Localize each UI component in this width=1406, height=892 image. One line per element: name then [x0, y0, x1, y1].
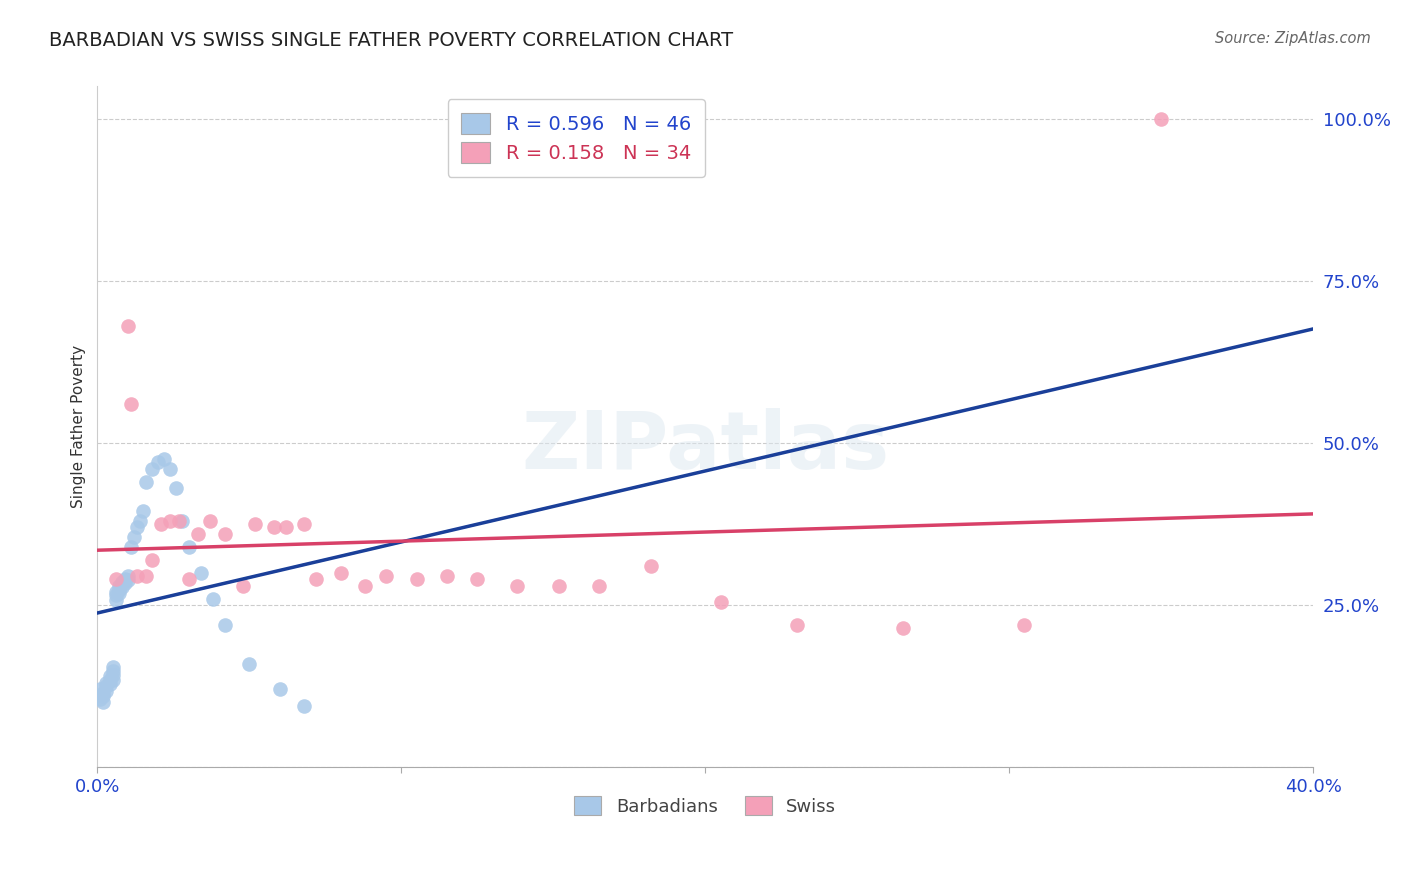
Text: BARBADIAN VS SWISS SINGLE FATHER POVERTY CORRELATION CHART: BARBADIAN VS SWISS SINGLE FATHER POVERTY… — [49, 31, 734, 50]
Point — [214, 526, 236, 541]
Point — [198, 514, 221, 528]
Point — [329, 566, 352, 580]
Point — [274, 520, 297, 534]
Y-axis label: Single Father Poverty: Single Father Poverty — [72, 345, 86, 508]
Point — [201, 591, 224, 606]
Point — [141, 553, 163, 567]
Point — [263, 520, 285, 534]
Point — [891, 621, 914, 635]
Point — [101, 665, 124, 679]
Point — [120, 540, 142, 554]
Point — [232, 579, 254, 593]
Point — [125, 520, 148, 534]
Point — [150, 517, 173, 532]
Point — [89, 692, 111, 706]
Point — [159, 462, 181, 476]
Point — [129, 514, 152, 528]
Point — [107, 579, 129, 593]
Point — [104, 585, 127, 599]
Point — [187, 526, 209, 541]
Point — [292, 698, 315, 713]
Point — [117, 319, 139, 334]
Point — [111, 580, 134, 594]
Point — [93, 686, 115, 700]
Point — [375, 569, 398, 583]
Point — [709, 595, 731, 609]
Point — [353, 579, 375, 593]
Point — [135, 475, 157, 489]
Point — [132, 504, 155, 518]
Point — [104, 572, 127, 586]
Point — [214, 617, 236, 632]
Point — [159, 514, 181, 528]
Point — [190, 566, 212, 580]
Point — [436, 569, 458, 583]
Point — [104, 593, 127, 607]
Point — [786, 617, 808, 632]
Point — [146, 455, 169, 469]
Point — [98, 673, 121, 687]
Point — [177, 540, 200, 554]
Point — [135, 569, 157, 583]
Point — [305, 572, 328, 586]
Point — [238, 657, 260, 671]
Point — [114, 576, 136, 591]
Point — [107, 582, 129, 597]
Point — [405, 572, 427, 586]
Point — [107, 586, 129, 600]
Point — [101, 659, 124, 673]
Point — [125, 569, 148, 583]
Point — [506, 579, 529, 593]
Point — [117, 574, 139, 588]
Point — [172, 514, 194, 528]
Point — [1014, 617, 1036, 632]
Point — [245, 517, 267, 532]
Point — [101, 673, 124, 687]
Point — [269, 682, 291, 697]
Point — [93, 695, 115, 709]
Point — [98, 677, 121, 691]
Point — [120, 397, 142, 411]
Point — [114, 572, 136, 586]
Point — [96, 683, 118, 698]
Legend: Barbadians, Swiss: Barbadians, Swiss — [567, 789, 844, 823]
Point — [548, 579, 571, 593]
Point — [465, 572, 488, 586]
Text: ZIPatlas: ZIPatlas — [522, 409, 890, 486]
Point — [169, 514, 191, 528]
Point — [1150, 112, 1173, 126]
Point — [117, 569, 139, 583]
Point — [98, 669, 121, 683]
Point — [111, 575, 134, 590]
Point — [101, 668, 124, 682]
Point — [96, 679, 118, 693]
Text: Source: ZipAtlas.com: Source: ZipAtlas.com — [1215, 31, 1371, 46]
Point — [104, 589, 127, 603]
Point — [588, 579, 610, 593]
Point — [96, 676, 118, 690]
Point — [640, 559, 662, 574]
Point — [89, 682, 111, 697]
Point — [93, 689, 115, 703]
Point — [177, 572, 200, 586]
Point — [122, 530, 145, 544]
Point — [292, 517, 315, 532]
Point — [141, 462, 163, 476]
Point — [153, 452, 176, 467]
Point — [165, 482, 187, 496]
